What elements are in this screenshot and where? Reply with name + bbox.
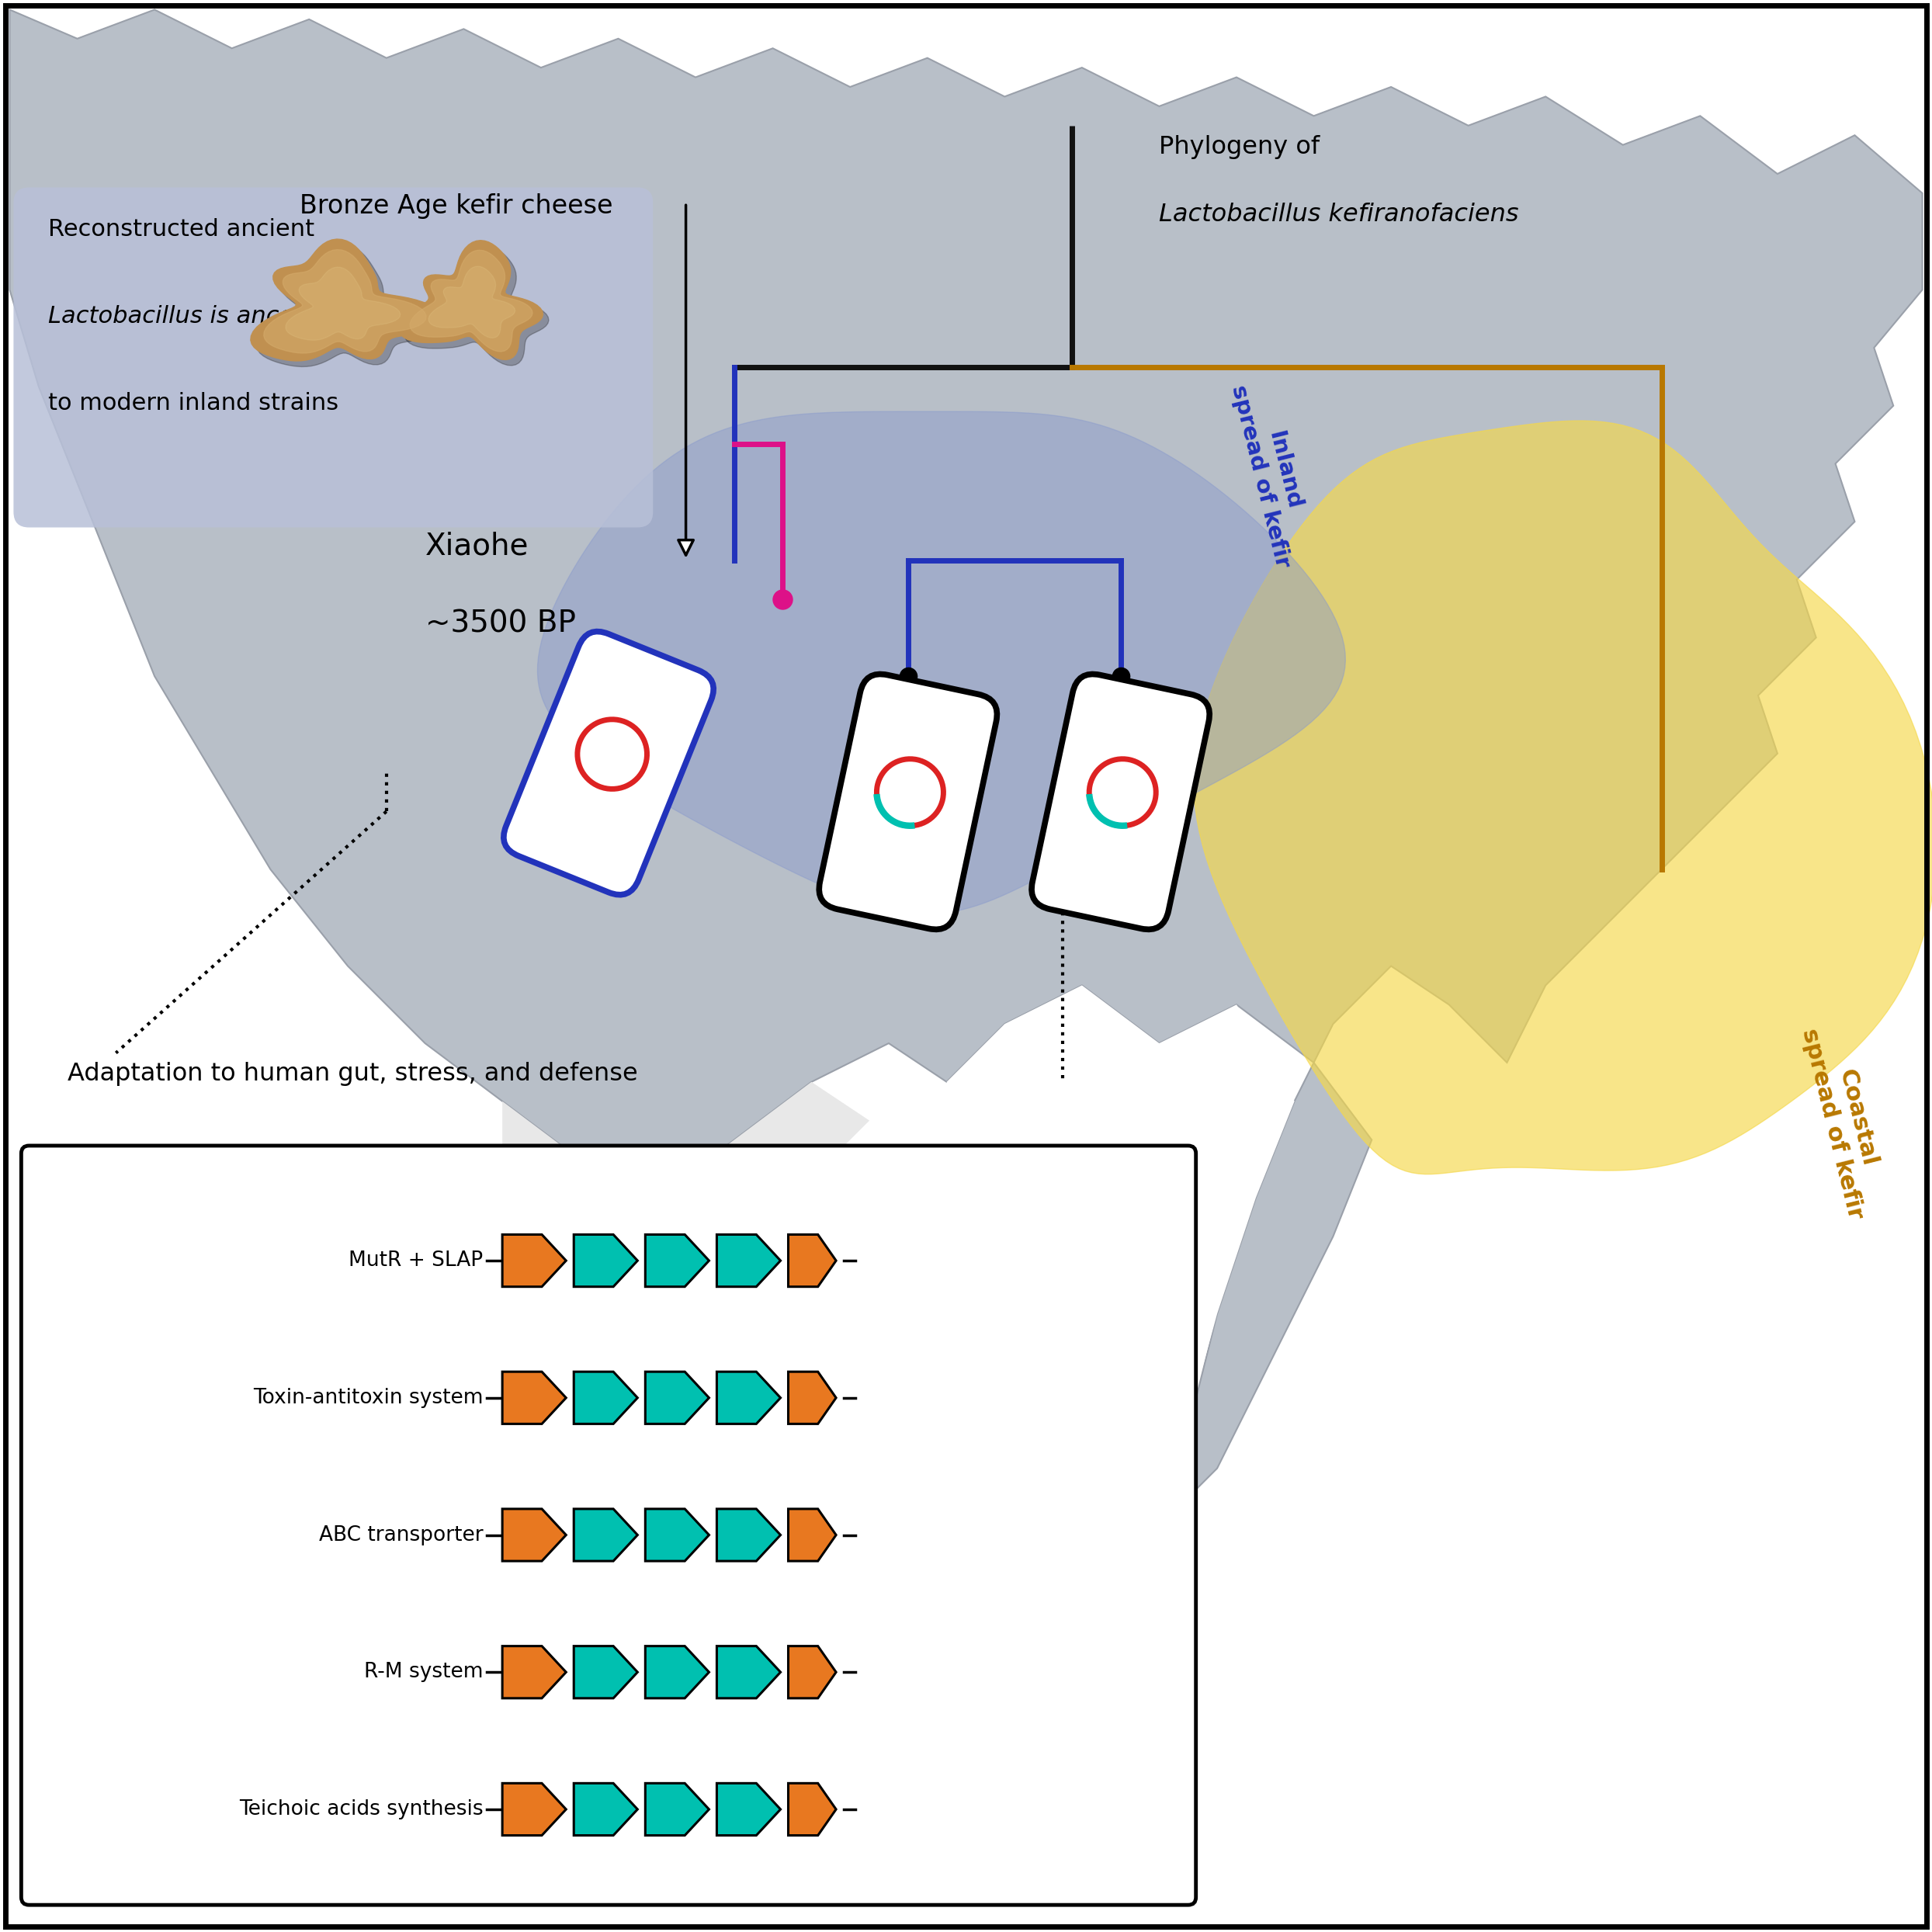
Polygon shape (645, 1646, 709, 1698)
Polygon shape (265, 249, 427, 354)
Polygon shape (537, 412, 1345, 914)
Polygon shape (717, 1509, 781, 1561)
FancyBboxPatch shape (504, 632, 713, 895)
FancyBboxPatch shape (819, 674, 997, 929)
Polygon shape (645, 1235, 709, 1287)
Text: ~3500 BP: ~3500 BP (425, 609, 576, 638)
Polygon shape (574, 1646, 638, 1698)
Text: Inland
spread of kefir: Inland spread of kefir (1227, 377, 1318, 570)
Polygon shape (947, 985, 1294, 1526)
Polygon shape (1194, 421, 1932, 1175)
Text: Lactobacillus is ancestral: Lactobacillus is ancestral (48, 305, 346, 328)
Polygon shape (251, 240, 442, 361)
FancyBboxPatch shape (21, 1146, 1196, 1905)
Polygon shape (645, 1372, 709, 1424)
Polygon shape (502, 1235, 566, 1287)
Polygon shape (788, 1372, 837, 1424)
Text: Adaptation to human gut, stress, and defense: Adaptation to human gut, stress, and def… (68, 1063, 638, 1086)
Polygon shape (788, 1783, 837, 1835)
Polygon shape (717, 1235, 781, 1287)
Polygon shape (645, 1509, 709, 1561)
Polygon shape (574, 1235, 638, 1287)
Text: Teichoic acids synthesis: Teichoic acids synthesis (240, 1799, 483, 1820)
Polygon shape (410, 249, 533, 352)
Text: Bronze Age kefir cheese: Bronze Age kefir cheese (299, 193, 612, 218)
Polygon shape (429, 267, 516, 338)
Text: Xiaohe: Xiaohe (425, 531, 529, 560)
Text: Phylogeny of: Phylogeny of (1159, 135, 1320, 158)
Text: Toxin-antitoxin system: Toxin-antitoxin system (253, 1387, 483, 1408)
Text: ABC transporter: ABC transporter (319, 1524, 483, 1546)
Polygon shape (788, 1509, 837, 1561)
Polygon shape (717, 1646, 781, 1698)
Polygon shape (502, 1082, 869, 1256)
FancyBboxPatch shape (14, 187, 653, 527)
Polygon shape (502, 1646, 566, 1698)
Polygon shape (286, 267, 400, 340)
Text: to modern inland strains: to modern inland strains (48, 392, 338, 415)
FancyBboxPatch shape (1032, 674, 1209, 929)
Polygon shape (645, 1783, 709, 1835)
Polygon shape (574, 1372, 638, 1424)
Polygon shape (257, 245, 448, 367)
Polygon shape (398, 240, 543, 359)
Text: Coastal
spread of kefir: Coastal spread of kefir (1799, 1020, 1891, 1221)
Text: R-M system: R-M system (363, 1662, 483, 1683)
Polygon shape (404, 245, 549, 365)
Polygon shape (574, 1783, 638, 1835)
Polygon shape (717, 1372, 781, 1424)
Polygon shape (717, 1783, 781, 1835)
Text: MutR + SLAP: MutR + SLAP (348, 1250, 483, 1271)
Polygon shape (502, 1509, 566, 1561)
Polygon shape (502, 1372, 566, 1424)
Polygon shape (788, 1235, 837, 1287)
Polygon shape (502, 1783, 566, 1835)
Polygon shape (788, 1646, 837, 1698)
Text: Lactobacillus kefiranofaciens: Lactobacillus kefiranofaciens (1159, 203, 1519, 226)
Polygon shape (574, 1509, 638, 1561)
Polygon shape (10, 10, 1922, 1526)
Text: Reconstructed ancient: Reconstructed ancient (48, 218, 315, 242)
